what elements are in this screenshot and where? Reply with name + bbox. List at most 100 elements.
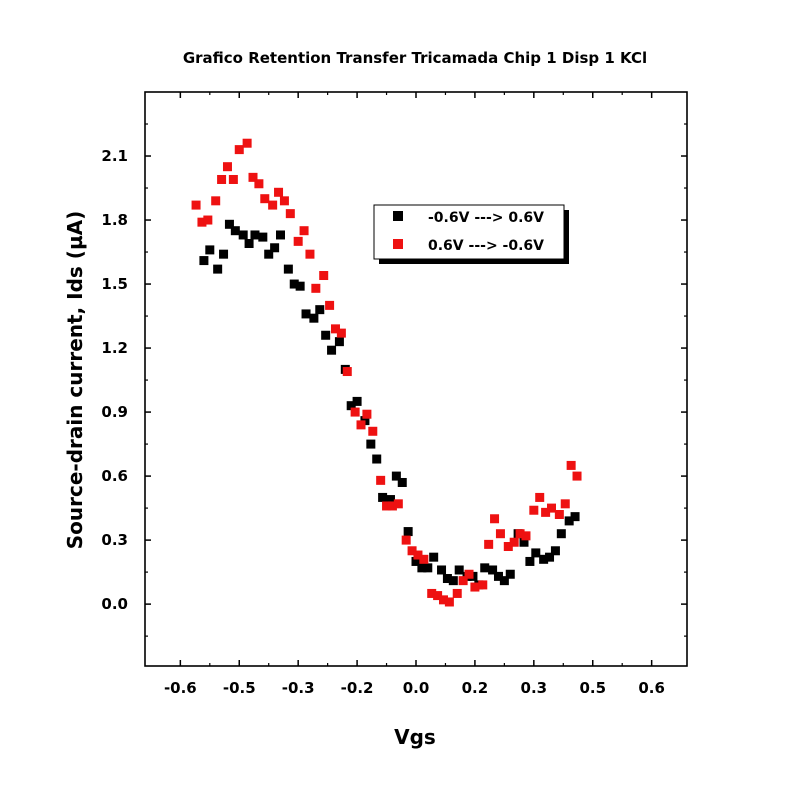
data-point — [327, 345, 337, 355]
y-tick-label: 1.8 — [101, 211, 128, 229]
data-point — [401, 535, 411, 545]
y-axis-label: Source-drain current, Ids (µA) — [63, 211, 87, 550]
y-tick-label: 1.2 — [101, 339, 128, 357]
data-point — [311, 283, 321, 293]
data-point — [478, 580, 488, 590]
data-point — [525, 556, 535, 566]
y-tick-label: 2.1 — [101, 147, 128, 165]
data-point — [242, 138, 252, 148]
y-tick-label: 0.3 — [101, 531, 128, 549]
x-tick-label: 0.3 — [521, 679, 548, 697]
data-point — [305, 249, 315, 259]
data-point — [519, 537, 529, 547]
plot-area — [144, 91, 688, 667]
data-point — [539, 554, 549, 564]
data-point — [535, 492, 545, 502]
data-point — [442, 574, 452, 584]
chart-title: Grafico Retention Transfer Tricamada Chi… — [183, 49, 647, 67]
data-point — [385, 495, 395, 505]
data-point — [203, 215, 213, 225]
data-point — [258, 232, 268, 242]
data-point — [197, 217, 207, 227]
data-point — [531, 548, 541, 558]
data-point — [444, 597, 454, 607]
data-point — [387, 501, 397, 511]
data-point — [362, 409, 372, 419]
data-point — [452, 588, 462, 598]
data-point — [556, 529, 566, 539]
data-point — [403, 527, 413, 537]
data-point — [564, 516, 574, 526]
data-point — [407, 546, 417, 556]
data-point — [334, 337, 344, 347]
data-point — [250, 230, 260, 240]
data-point — [222, 162, 232, 172]
data-point — [411, 556, 421, 566]
data-point — [248, 172, 258, 182]
y-tick-label: 0.9 — [101, 403, 128, 421]
data-point — [260, 194, 270, 204]
data-point — [376, 475, 386, 485]
data-point — [301, 309, 311, 319]
data-point — [417, 563, 427, 573]
data-point — [429, 552, 439, 562]
data-point — [279, 196, 289, 206]
y-tick-label: 1.5 — [101, 275, 128, 293]
legend-marker-1 — [393, 239, 403, 249]
data-point — [368, 426, 378, 436]
x-tick-label: 0.6 — [638, 679, 665, 697]
data-point — [503, 542, 513, 552]
data-point — [541, 507, 551, 517]
legend-marker-0 — [393, 211, 403, 221]
data-point — [493, 571, 503, 581]
x-axis: -0.6 -0.5 -0.3 -0.2 0.0 0.2 0.3 0.5 0.6 — [164, 92, 665, 697]
data-point — [419, 554, 429, 564]
y-tick-label: 0.6 — [101, 467, 128, 485]
data-point — [270, 243, 280, 253]
data-point — [191, 200, 201, 210]
data-point — [423, 563, 433, 573]
data-point — [336, 328, 346, 338]
x-tick-label: 0.2 — [462, 679, 489, 697]
x-tick-label: 0.0 — [403, 679, 430, 697]
data-point — [356, 420, 366, 430]
data-point — [570, 512, 580, 522]
data-point — [550, 546, 560, 556]
data-point — [309, 313, 319, 323]
data-point — [490, 514, 500, 524]
x-tick-label: -0.3 — [282, 679, 315, 697]
data-point — [325, 300, 335, 310]
data-point — [488, 565, 498, 575]
data-point — [238, 230, 248, 240]
legend-label-1: 0.6V ---> -0.6V — [428, 238, 544, 254]
data-point — [378, 492, 388, 502]
data-point — [264, 249, 274, 259]
x-tick-label: -0.2 — [341, 679, 374, 697]
data-point — [289, 279, 299, 289]
data-point — [295, 281, 305, 291]
data-points — [191, 138, 582, 607]
data-point — [234, 145, 244, 155]
data-point — [572, 471, 582, 481]
data-point — [545, 552, 555, 562]
data-point — [505, 569, 515, 579]
data-point — [321, 330, 331, 340]
data-point — [509, 537, 519, 547]
data-point — [427, 588, 437, 598]
x-tick-label: 0.5 — [579, 679, 606, 697]
data-point — [350, 407, 360, 417]
legend: -0.6V ---> 0.6V 0.6V ---> -0.6V — [373, 204, 569, 264]
y-tick-label: 0.0 — [101, 595, 128, 613]
data-point — [397, 477, 407, 487]
data-point — [515, 529, 525, 539]
data-point — [521, 531, 531, 541]
data-point — [224, 219, 234, 229]
data-point — [213, 264, 223, 274]
data-point — [499, 576, 509, 586]
data-point — [464, 569, 474, 579]
data-point — [437, 565, 447, 575]
data-point — [276, 230, 285, 240]
data-point — [560, 499, 570, 509]
data-point — [382, 501, 392, 511]
